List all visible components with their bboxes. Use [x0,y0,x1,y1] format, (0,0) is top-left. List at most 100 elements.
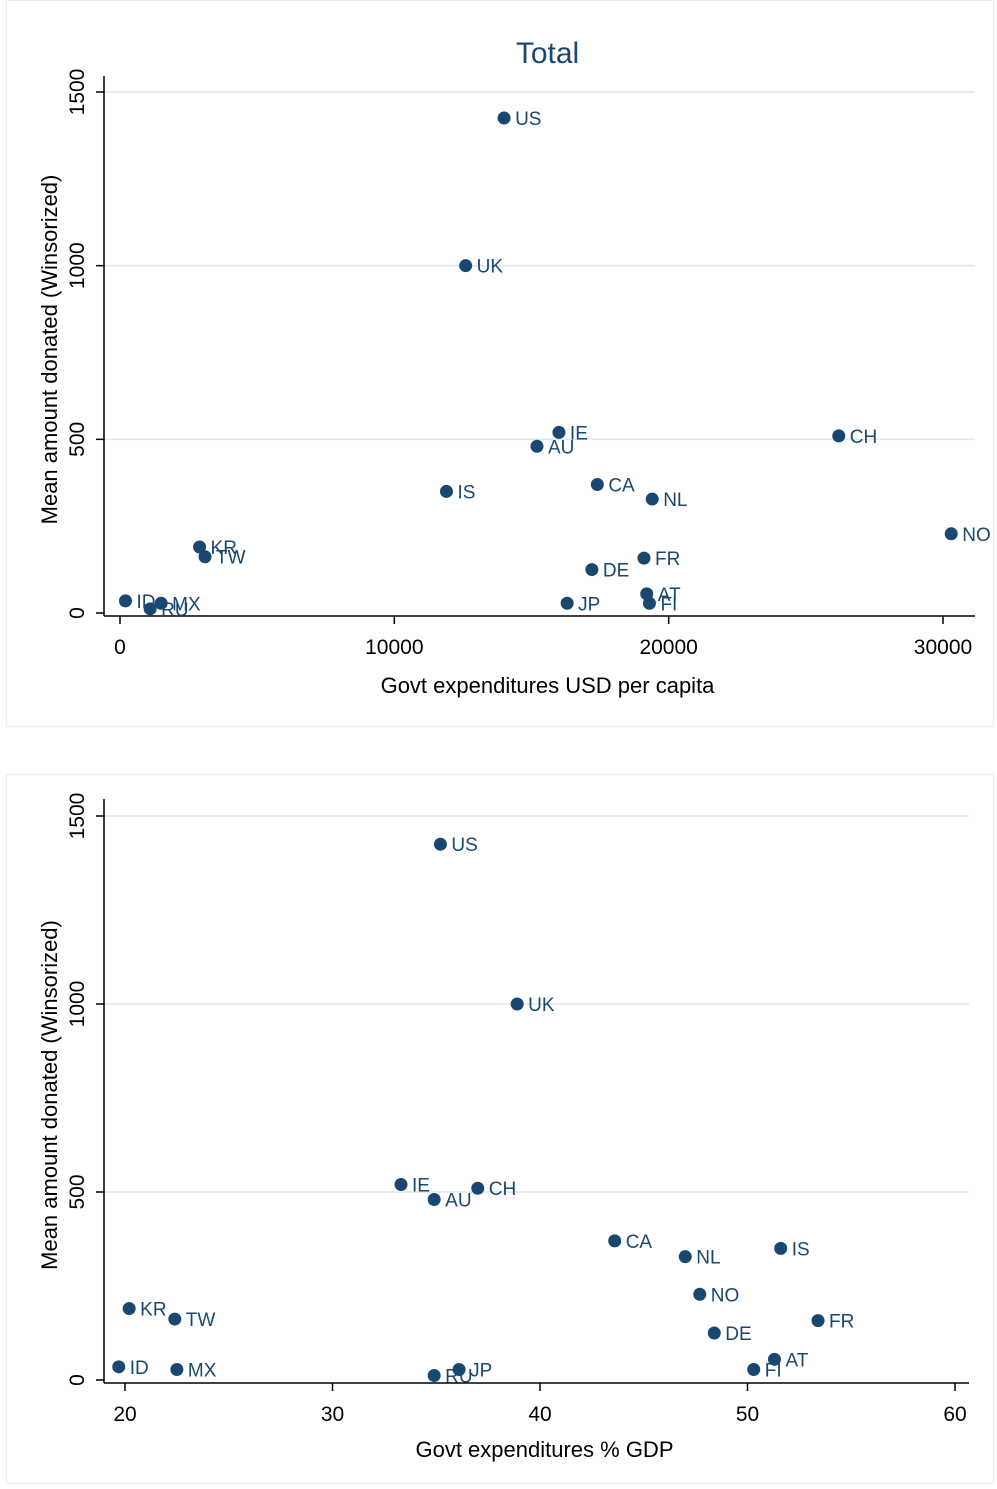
data-point-fr [811,1314,825,1328]
data-label-uk: UK [528,995,555,1016]
data-point-au [530,439,544,453]
data-label-kr: KR [140,1300,166,1321]
data-point-ca [590,477,604,491]
data-label-ie: IE [412,1175,430,1196]
x-tick-label: 60 [943,1403,966,1426]
data-label-ie: IE [570,423,588,444]
data-label-no: NO [962,525,991,546]
x-axis-label: Govt expenditures % GDP [415,1437,673,1462]
data-label-au: AU [445,1191,471,1212]
data-label-ch: CH [489,1179,516,1200]
data-label-ru: RU [161,600,188,621]
data-label-fr: FR [655,549,680,570]
data-point-mx [170,1362,184,1376]
data-point-nl [678,1250,692,1264]
y-tick-label: 1500 [66,69,89,116]
data-label-us: US [515,109,541,130]
chart-panel-pct-gdp: 0 500 1000 1500 20 30 40 50 60 Govt expenditures … [6,774,994,1484]
data-point-fi [642,596,656,610]
y-axis-label: Mean amount donated (Winsorized) [37,920,62,1270]
data-point-tw [168,1312,182,1326]
data-point-ch [471,1181,485,1195]
y-tick-label: 1000 [66,242,89,289]
x-tick-label: 40 [528,1403,551,1426]
data-label-de: DE [603,561,629,582]
data-label-fr: FR [829,1312,854,1333]
data-label-jp: JP [578,594,600,615]
data-point-uk [459,259,473,273]
scatter-chart-pct-gdp: 0 500 1000 1500 20 30 40 50 60 Govt expenditures … [37,793,969,1462]
y-tick-label: 0 [66,607,89,619]
data-point-at [767,1352,781,1366]
data-label-tw: TW [186,1310,216,1331]
x-tick-label: 20000 [639,636,697,659]
data-point-au [427,1193,441,1207]
data-label-at: AT [785,1350,808,1371]
x-tick-label: 30000 [914,636,972,659]
y-tick-label: 1000 [66,981,89,1028]
data-label-ca: CA [608,475,635,496]
x-tick-label: 0 [114,636,126,659]
data-point-tw [198,550,212,564]
x-axis-label: Govt expenditures USD per capita [381,673,716,698]
data-point-us [433,837,447,851]
data-point-is [774,1241,788,1255]
data-point-mx [154,596,168,610]
data-label-jp: JP [470,1360,492,1381]
data-point-ca [608,1234,622,1248]
data-point-fr [637,551,651,565]
data-point-ru [427,1368,441,1382]
data-point-de [585,563,599,577]
data-point-nl [645,492,659,506]
chart-title: Total [516,37,579,70]
data-label-de: DE [725,1324,751,1345]
data-point-id [112,1360,126,1374]
data-point-jp [452,1362,466,1376]
data-label-mx: MX [188,1360,217,1381]
data-label-ca: CA [626,1232,653,1253]
data-point-ie [394,1177,408,1191]
data-label-us: US [451,835,477,856]
data-label-mx: MX [172,594,201,615]
data-label-au: AU [548,437,574,458]
data-label-tw: TW [216,548,246,569]
x-tick-label: 10000 [365,636,423,659]
data-point-ru [143,602,157,616]
y-tick-label: 1500 [66,793,89,840]
y-tick-label: 0 [66,1374,89,1386]
data-point-fi [747,1362,761,1376]
data-label-no: NO [711,1285,740,1306]
data-point-kr [193,540,207,554]
data-label-fi: FI [660,594,677,615]
data-point-id [118,594,132,608]
data-label-uk: UK [477,257,504,278]
data-point-is [439,484,453,498]
data-point-uk [510,997,524,1011]
data-label-nl: NL [696,1248,720,1269]
y-tick-label: 500 [66,422,89,457]
x-tick-label: 30 [321,1403,344,1426]
data-point-jp [560,596,574,610]
data-label-nl: NL [663,490,687,511]
data-label-kr: KR [211,538,237,559]
data-label-is: IS [457,482,475,503]
data-label-ch: CH [850,427,877,448]
data-label-at: AT [658,585,681,606]
y-axis-label: Mean amount donated (Winsorized) [37,175,62,525]
x-tick-label: 20 [113,1403,136,1426]
data-point-us [497,111,511,125]
data-point-no [693,1287,707,1301]
y-tick-label: 500 [66,1174,89,1209]
data-label-fi: FI [765,1360,782,1381]
data-point-no [944,527,958,541]
data-point-kr [122,1302,136,1316]
data-point-de [707,1326,721,1340]
data-label-id: ID [130,1358,149,1379]
scatter-chart-per-capita: 0 500 1000 1500 0 10000 20000 30000 Govt expendi… [37,37,991,698]
x-tick-label: 50 [736,1403,759,1426]
data-label-ru: RU [445,1366,472,1387]
data-label-is: IS [792,1239,810,1260]
data-point-ie [552,425,566,439]
chart-panel-per-capita: 0 500 1000 1500 0 10000 20000 30000 Govt expendi… [6,0,994,727]
data-point-ch [832,429,846,443]
